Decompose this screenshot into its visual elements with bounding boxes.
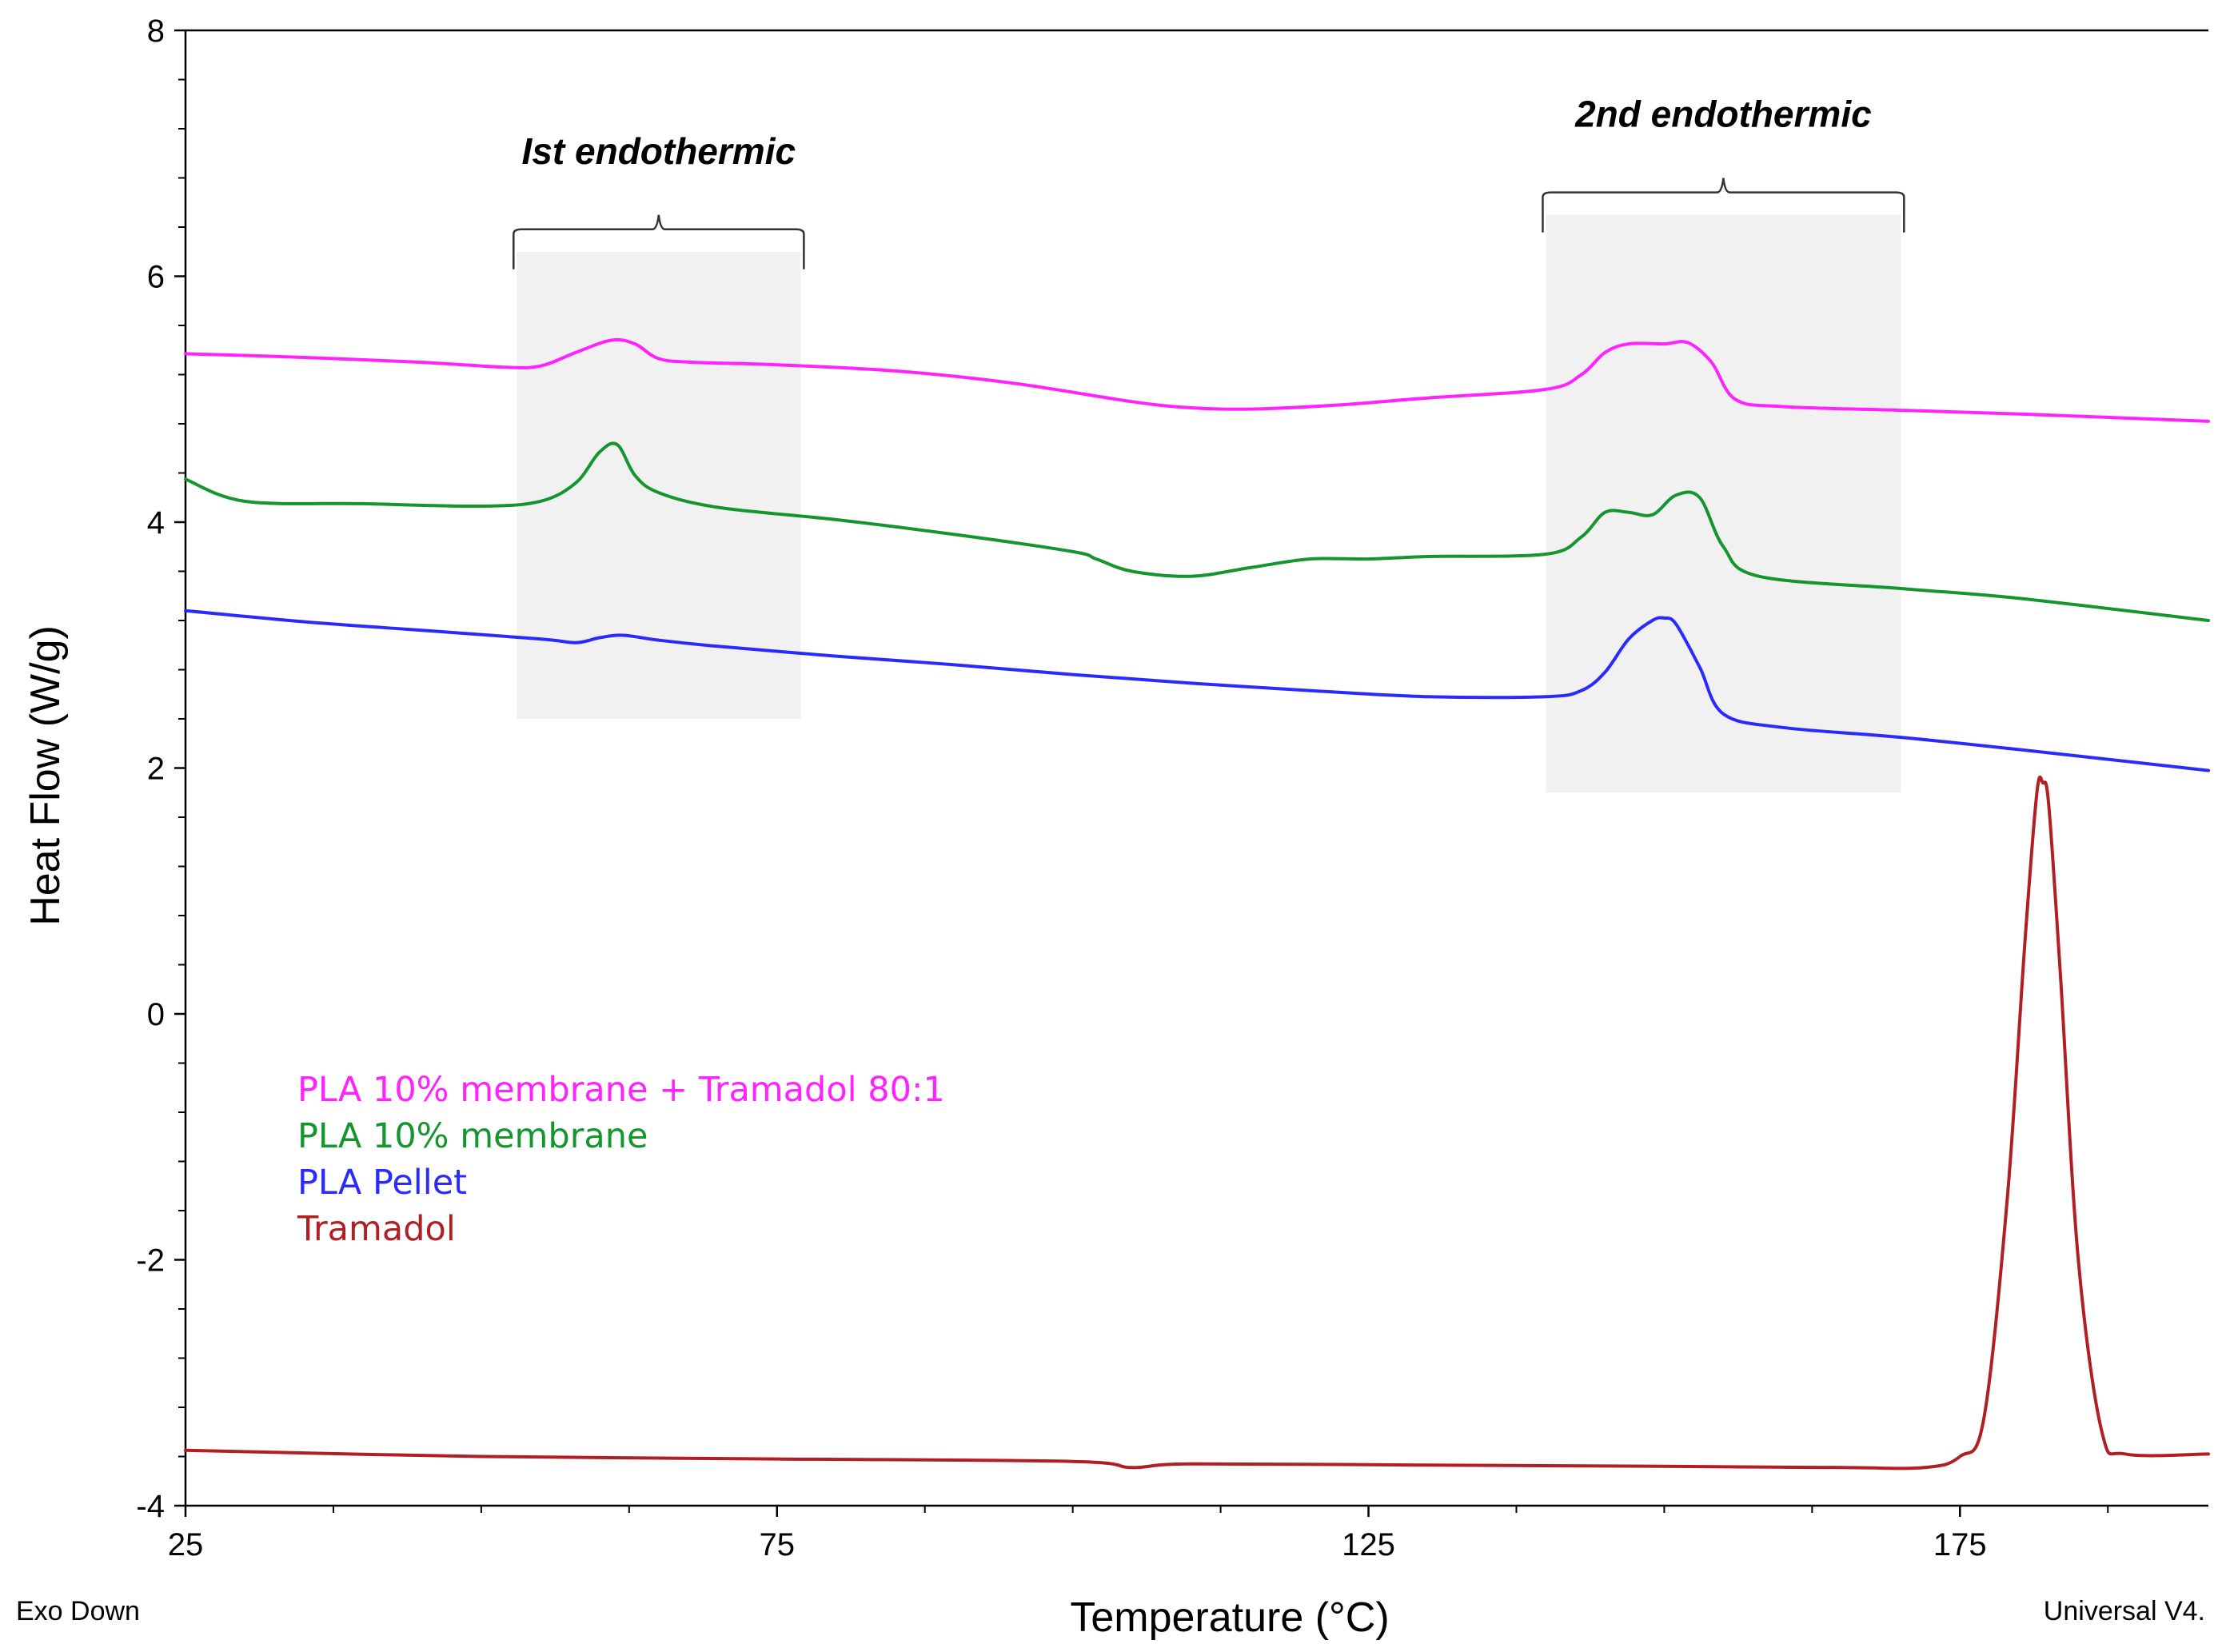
software-version-note: Universal V4.	[2044, 1596, 2205, 1626]
series-line-2	[184, 441, 2210, 622]
series-line-3	[184, 609, 2210, 772]
x-tick-label: 125	[1342, 1527, 1395, 1562]
x-tick-label: 25	[168, 1527, 204, 1562]
x-ticks: 25 75 125 175	[168, 1506, 1987, 1562]
series-line-1	[184, 337, 2210, 423]
legend-entry-4: Tramadol	[297, 1209, 456, 1249]
y-tick-label: -4	[136, 1489, 165, 1524]
series-lines	[184, 337, 2210, 1470]
legend: PLA 10% membrane + Tramadol 80:1 PLA 10% …	[297, 1070, 945, 1249]
x-tick-label: 175	[1933, 1527, 1987, 1562]
y-tick-label: 6	[147, 260, 165, 295]
legend-entry-1: PLA 10% membrane + Tramadol 80:1	[297, 1070, 945, 1110]
y-tick-label: -2	[136, 1243, 165, 1279]
y-tick-label: 4	[147, 505, 165, 541]
y-tick-label: 0	[147, 997, 165, 1032]
x-tick-label: 75	[760, 1527, 796, 1562]
region-bracket-2	[1542, 178, 1905, 233]
exo-direction-note: Exo Down	[16, 1596, 140, 1626]
region-bracket-1	[513, 214, 805, 269]
y-tick-label: 8	[147, 14, 165, 49]
legend-entry-3: PLA Pellet	[297, 1163, 467, 1203]
y-axis-title: Heat Flow (W/g)	[22, 625, 69, 926]
endothermic-regions: Ist endothermic 2nd endothermic	[513, 94, 1905, 793]
minor-ticks	[178, 78, 2109, 1513]
region-label-1: Ist endothermic	[522, 130, 796, 172]
region-label-2: 2nd endothermic	[1574, 94, 1872, 135]
legend-entry-2: PLA 10% membrane	[297, 1116, 648, 1156]
region-shade-2	[1546, 214, 1901, 793]
series-line-4	[184, 775, 2210, 1470]
y-tick-label: 2	[147, 752, 165, 787]
axes	[184, 29, 2208, 1507]
y-ticks: -4 -2 0 2 4 6 8	[136, 14, 185, 1524]
x-axis-title: Temperature (°C)	[1070, 1594, 1389, 1641]
